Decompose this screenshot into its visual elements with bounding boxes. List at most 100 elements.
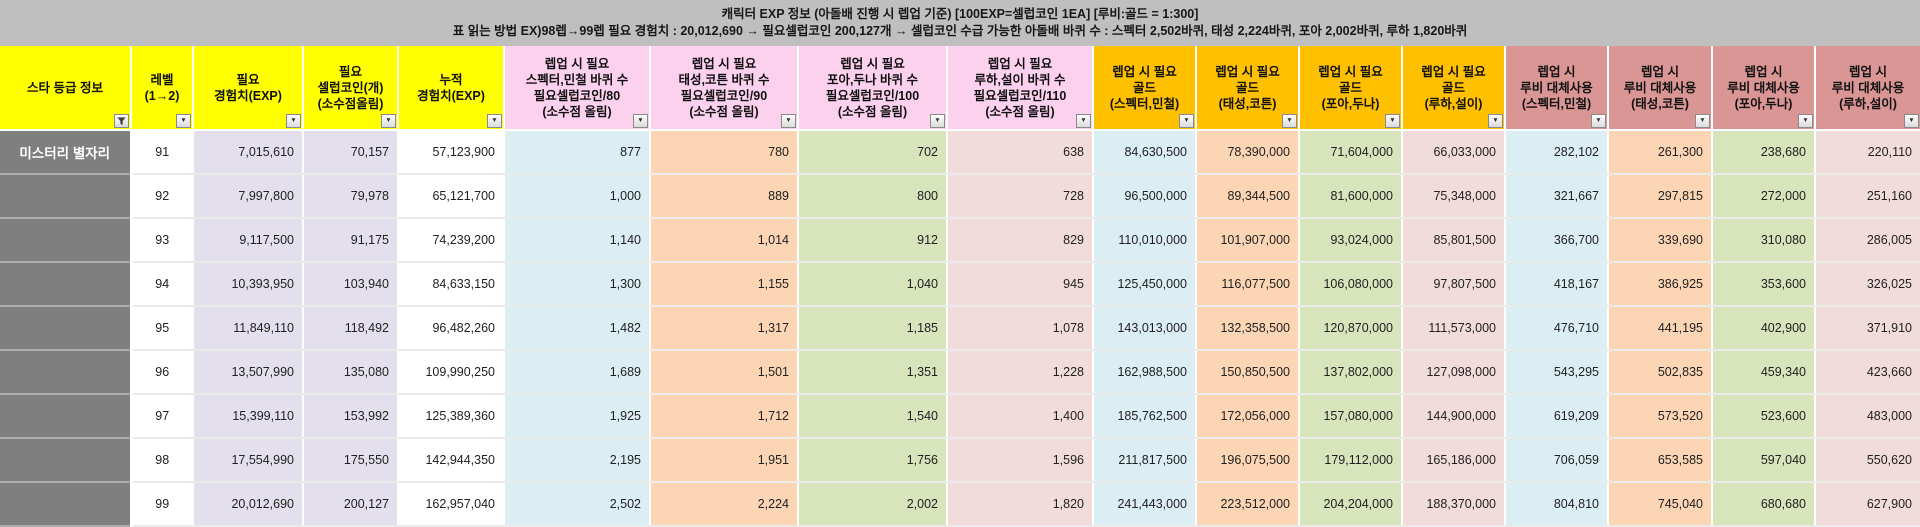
cell-laps-taesung-cotton[interactable]: 1,014 [650,218,799,263]
cell-required-exp[interactable]: 7,015,610 [193,130,304,175]
cell-gold-taesung-cotton[interactable]: 150,850,500 [1196,350,1300,395]
cell-ruby-specter-mincheol[interactable]: 706,059 [1505,438,1609,483]
cell-ruby-taesung-cotton[interactable]: 339,690 [1608,218,1713,263]
cell-required-celeb-coin[interactable]: 135,080 [303,350,399,395]
cell-laps-ruha-seori[interactable]: 728 [947,174,1094,219]
cell-ruby-taesung-cotton[interactable]: 386,925 [1608,262,1713,307]
cell-required-exp[interactable]: 9,117,500 [193,218,304,263]
cell-required-celeb-coin[interactable]: 175,550 [303,438,399,483]
cell-laps-poa-duna[interactable]: 1,185 [798,306,948,351]
cell-star-grade[interactable] [0,174,133,219]
cell-ruby-ruha-seori[interactable]: 371,910 [1815,306,1920,351]
cell-gold-ruha-seori[interactable]: 111,573,000 [1402,306,1506,351]
cell-ruby-specter-mincheol[interactable]: 619,209 [1505,394,1609,439]
filter-dropdown-icon[interactable]: ▼ [1904,114,1919,128]
cell-required-exp[interactable]: 20,012,690 [193,482,304,527]
cell-star-grade[interactable]: 미스터리 별자리 [0,130,133,175]
cell-gold-taesung-cotton[interactable]: 116,077,500 [1196,262,1300,307]
cell-required-celeb-coin[interactable]: 153,992 [303,394,399,439]
cell-laps-poa-duna[interactable]: 1,351 [798,350,948,395]
cell-laps-taesung-cotton[interactable]: 1,317 [650,306,799,351]
cell-laps-specter-mincheol[interactable]: 2,502 [504,482,651,527]
cell-ruby-poa-duna[interactable]: 597,040 [1712,438,1816,483]
cell-ruby-ruha-seori[interactable]: 286,005 [1815,218,1920,263]
cell-ruby-ruha-seori[interactable]: 326,025 [1815,262,1920,307]
cell-star-grade[interactable] [0,306,133,351]
cell-cumulative-exp[interactable]: 142,944,350 [398,438,505,483]
cell-gold-poa-duna[interactable]: 137,802,000 [1299,350,1403,395]
cell-required-celeb-coin[interactable]: 200,127 [303,482,399,527]
cell-star-grade[interactable] [0,438,133,483]
cell-level[interactable]: 99 [131,482,194,527]
cell-ruby-specter-mincheol[interactable]: 418,167 [1505,262,1609,307]
cell-laps-specter-mincheol[interactable]: 877 [504,130,651,175]
filter-dropdown-icon[interactable]: ▼ [1076,114,1091,128]
cell-ruby-specter-mincheol[interactable]: 804,810 [1505,482,1609,527]
filter-dropdown-icon[interactable]: ▼ [487,114,502,128]
cell-laps-poa-duna[interactable]: 2,002 [798,482,948,527]
cell-gold-specter-mincheol[interactable]: 84,630,500 [1093,130,1197,175]
cell-ruby-specter-mincheol[interactable]: 366,700 [1505,218,1609,263]
cell-gold-taesung-cotton[interactable]: 132,358,500 [1196,306,1300,351]
cell-ruby-poa-duna[interactable]: 459,340 [1712,350,1816,395]
cell-ruby-taesung-cotton[interactable]: 441,195 [1608,306,1713,351]
cell-laps-poa-duna[interactable]: 800 [798,174,948,219]
cell-gold-taesung-cotton[interactable]: 89,344,500 [1196,174,1300,219]
cell-gold-taesung-cotton[interactable]: 101,907,000 [1196,218,1300,263]
cell-ruby-ruha-seori[interactable]: 483,000 [1815,394,1920,439]
cell-laps-specter-mincheol[interactable]: 1,000 [504,174,651,219]
cell-required-exp[interactable]: 13,507,990 [193,350,304,395]
cell-laps-poa-duna[interactable]: 1,756 [798,438,948,483]
cell-gold-specter-mincheol[interactable]: 143,013,000 [1093,306,1197,351]
cell-cumulative-exp[interactable]: 74,239,200 [398,218,505,263]
cell-gold-poa-duna[interactable]: 204,204,000 [1299,482,1403,527]
cell-star-grade[interactable] [0,482,133,527]
cell-gold-ruha-seori[interactable]: 85,801,500 [1402,218,1506,263]
cell-ruby-poa-duna[interactable]: 272,000 [1712,174,1816,219]
cell-laps-ruha-seori[interactable]: 1,078 [947,306,1094,351]
cell-cumulative-exp[interactable]: 57,123,900 [398,130,505,175]
cell-gold-ruha-seori[interactable]: 127,098,000 [1402,350,1506,395]
cell-laps-taesung-cotton[interactable]: 1,951 [650,438,799,483]
cell-level[interactable]: 96 [131,350,194,395]
cell-gold-specter-mincheol[interactable]: 241,443,000 [1093,482,1197,527]
cell-level[interactable]: 97 [131,394,194,439]
cell-level[interactable]: 94 [131,262,194,307]
cell-ruby-specter-mincheol[interactable]: 543,295 [1505,350,1609,395]
cell-level[interactable]: 92 [131,174,194,219]
cell-required-exp[interactable]: 17,554,990 [193,438,304,483]
filter-dropdown-icon[interactable]: ▼ [633,114,648,128]
cell-required-exp[interactable]: 7,997,800 [193,174,304,219]
cell-ruby-poa-duna[interactable]: 353,600 [1712,262,1816,307]
cell-laps-ruha-seori[interactable]: 1,596 [947,438,1094,483]
cell-laps-taesung-cotton[interactable]: 1,155 [650,262,799,307]
cell-gold-ruha-seori[interactable]: 144,900,000 [1402,394,1506,439]
cell-cumulative-exp[interactable]: 109,990,250 [398,350,505,395]
cell-gold-ruha-seori[interactable]: 97,807,500 [1402,262,1506,307]
cell-laps-taesung-cotton[interactable]: 889 [650,174,799,219]
cell-ruby-poa-duna[interactable]: 238,680 [1712,130,1816,175]
cell-ruby-ruha-seori[interactable]: 627,900 [1815,482,1920,527]
filter-dropdown-icon[interactable]: ▼ [1282,114,1297,128]
filter-dropdown-icon[interactable]: ▼ [381,114,396,128]
cell-laps-ruha-seori[interactable]: 1,400 [947,394,1094,439]
cell-required-celeb-coin[interactable]: 118,492 [303,306,399,351]
cell-ruby-specter-mincheol[interactable]: 476,710 [1505,306,1609,351]
filter-dropdown-icon[interactable]: ▼ [1695,114,1710,128]
cell-level[interactable]: 98 [131,438,194,483]
cell-laps-taesung-cotton[interactable]: 2,224 [650,482,799,527]
cell-gold-specter-mincheol[interactable]: 162,988,500 [1093,350,1197,395]
filter-dropdown-icon[interactable]: ▼ [1798,114,1813,128]
cell-cumulative-exp[interactable]: 162,957,040 [398,482,505,527]
cell-gold-ruha-seori[interactable]: 188,370,000 [1402,482,1506,527]
filter-dropdown-icon[interactable]: ▼ [1488,114,1503,128]
filter-dropdown-icon[interactable]: ▼ [781,114,796,128]
cell-laps-taesung-cotton[interactable]: 1,501 [650,350,799,395]
cell-cumulative-exp[interactable]: 84,633,150 [398,262,505,307]
filter-dropdown-icon[interactable]: ▼ [1385,114,1400,128]
filter-dropdown-icon[interactable]: ▼ [1591,114,1606,128]
cell-gold-taesung-cotton[interactable]: 78,390,000 [1196,130,1300,175]
cell-level[interactable]: 93 [131,218,194,263]
cell-gold-poa-duna[interactable]: 81,600,000 [1299,174,1403,219]
cell-laps-specter-mincheol[interactable]: 2,195 [504,438,651,483]
